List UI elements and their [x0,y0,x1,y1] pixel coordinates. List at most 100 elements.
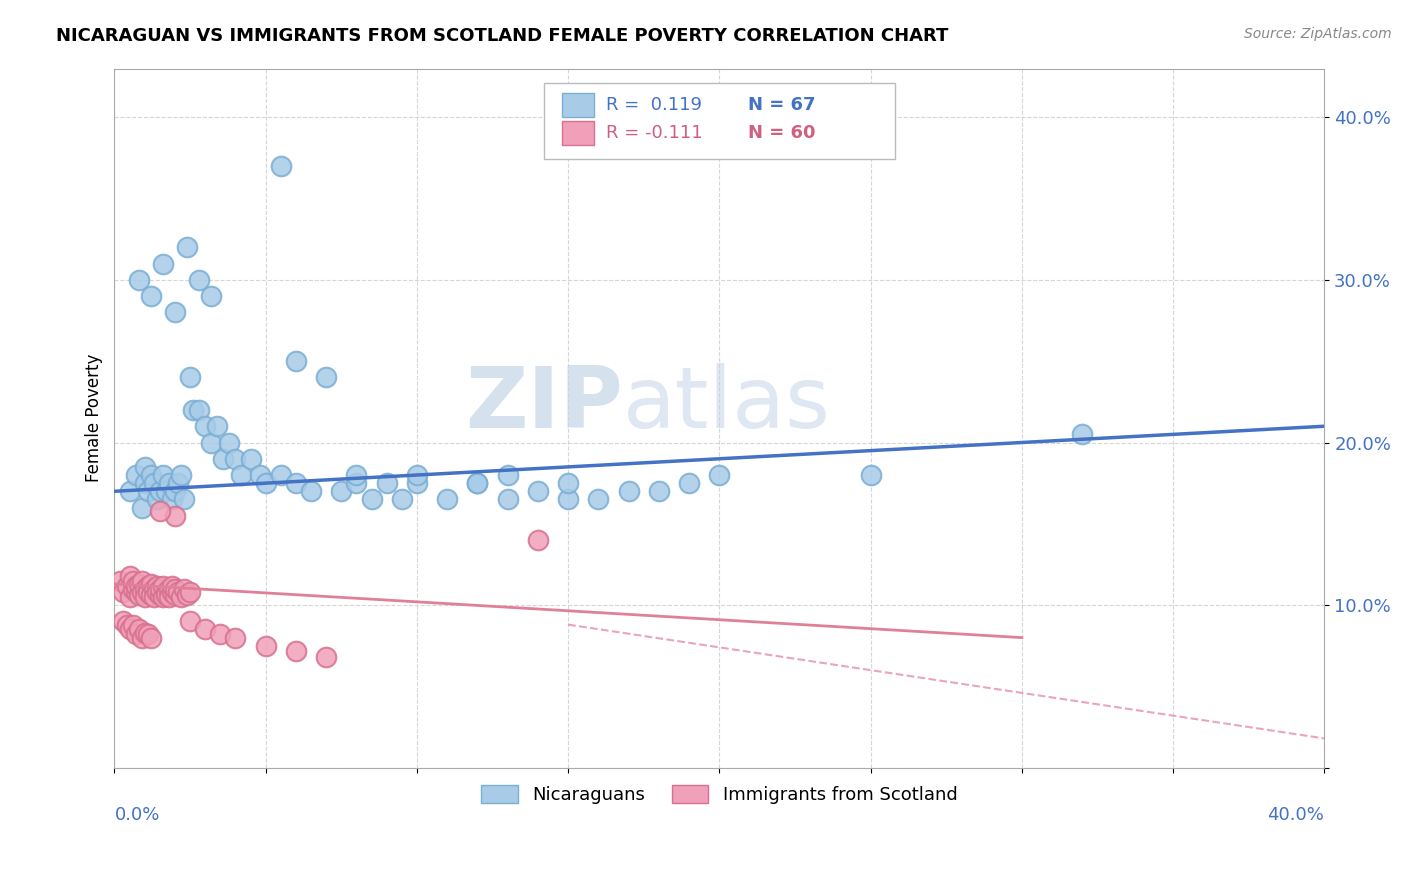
Point [149,484,172,499]
Point [176,240,198,254]
Point [160,585,183,599]
Point [139,468,162,483]
Point [139,631,162,645]
Point [131,585,153,599]
Point [139,577,162,591]
Point [110,574,132,588]
Point [163,582,186,596]
Point [557,492,579,507]
Text: R =  0.119: R = 0.119 [606,95,702,114]
Point [360,492,382,507]
Point [145,585,167,599]
Point [557,476,579,491]
Point [136,627,159,641]
Point [170,590,193,604]
Point [152,578,174,592]
Point [209,627,232,641]
Point [617,484,640,499]
Point [149,582,172,596]
Point [239,451,262,466]
Point [173,492,195,507]
Point [678,476,700,491]
Point [284,643,307,657]
Point [134,459,156,474]
Point [121,617,143,632]
Point [179,585,201,599]
Point [188,273,211,287]
Point [121,582,143,596]
Legend: Nicaraguans, Immigrants from Scotland: Nicaraguans, Immigrants from Scotland [474,777,965,811]
Point [200,435,222,450]
Point [155,585,177,599]
Point [391,492,413,507]
FancyBboxPatch shape [562,121,593,145]
Text: ZIP: ZIP [465,363,623,446]
Point [467,476,489,491]
Point [139,588,162,602]
Point [496,492,519,507]
Point [648,484,671,499]
Point [131,631,153,645]
Point [709,468,731,483]
Point [224,631,246,645]
Point [218,435,240,450]
Point [134,590,156,604]
Point [163,508,186,523]
Point [128,588,150,602]
Point [131,500,153,515]
Point [270,159,292,173]
Point [118,590,141,604]
Point [527,533,550,547]
Point [163,484,186,499]
Text: atlas: atlas [623,363,831,446]
FancyBboxPatch shape [562,93,593,117]
Point [124,468,146,483]
Point [118,569,141,583]
Point [344,476,367,491]
Point [859,468,882,483]
FancyBboxPatch shape [544,82,894,160]
Point [588,492,610,507]
Point [142,582,165,596]
Point [1071,427,1094,442]
Text: 40.0%: 40.0% [1268,806,1324,824]
Point [115,578,138,592]
Point [160,578,183,592]
Point [134,582,156,596]
Text: N = 67: N = 67 [748,95,815,114]
Point [181,403,204,417]
Point [231,468,253,483]
Point [315,370,337,384]
Point [284,354,307,368]
Point [467,476,489,491]
Point [163,305,186,319]
Point [254,476,277,491]
Text: N = 60: N = 60 [748,124,815,142]
Point [134,625,156,640]
Point [254,639,277,653]
Point [436,492,458,507]
Point [200,289,222,303]
Point [155,588,177,602]
Point [179,370,201,384]
Point [136,578,159,592]
Point [157,476,180,491]
Point [157,582,180,596]
Point [124,627,146,641]
Point [194,419,217,434]
Point [131,574,153,588]
Point [163,588,186,602]
Point [134,476,156,491]
Point [118,484,141,499]
Point [139,289,162,303]
Point [160,492,183,507]
Point [406,476,429,491]
Text: R = -0.111: R = -0.111 [606,124,702,142]
Point [527,484,550,499]
Point [375,476,398,491]
Point [145,492,167,507]
Point [344,468,367,483]
Point [270,468,292,483]
Point [145,578,167,592]
Point [152,590,174,604]
